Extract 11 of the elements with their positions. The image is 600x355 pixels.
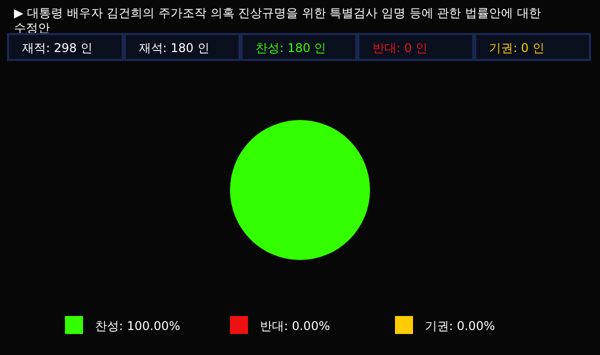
- text: 반대: 0 인: [372, 41, 428, 55]
- legend-label: 찬성: [95, 319, 119, 333]
- text: : 0.00%: [284, 319, 330, 333]
- legend-label: 반대: [260, 319, 284, 333]
- text: 찬성: 180 인: [256, 41, 326, 55]
- text: 기권: 0 인: [489, 41, 545, 55]
- data-label: : 100.00%: [119, 319, 180, 333]
- text: : 0.00%: [449, 319, 495, 333]
- text: 재적: 298 인: [22, 41, 93, 55]
- legend-label: 기권: [425, 319, 449, 333]
- text: 재석: 180 인: [138, 41, 210, 55]
